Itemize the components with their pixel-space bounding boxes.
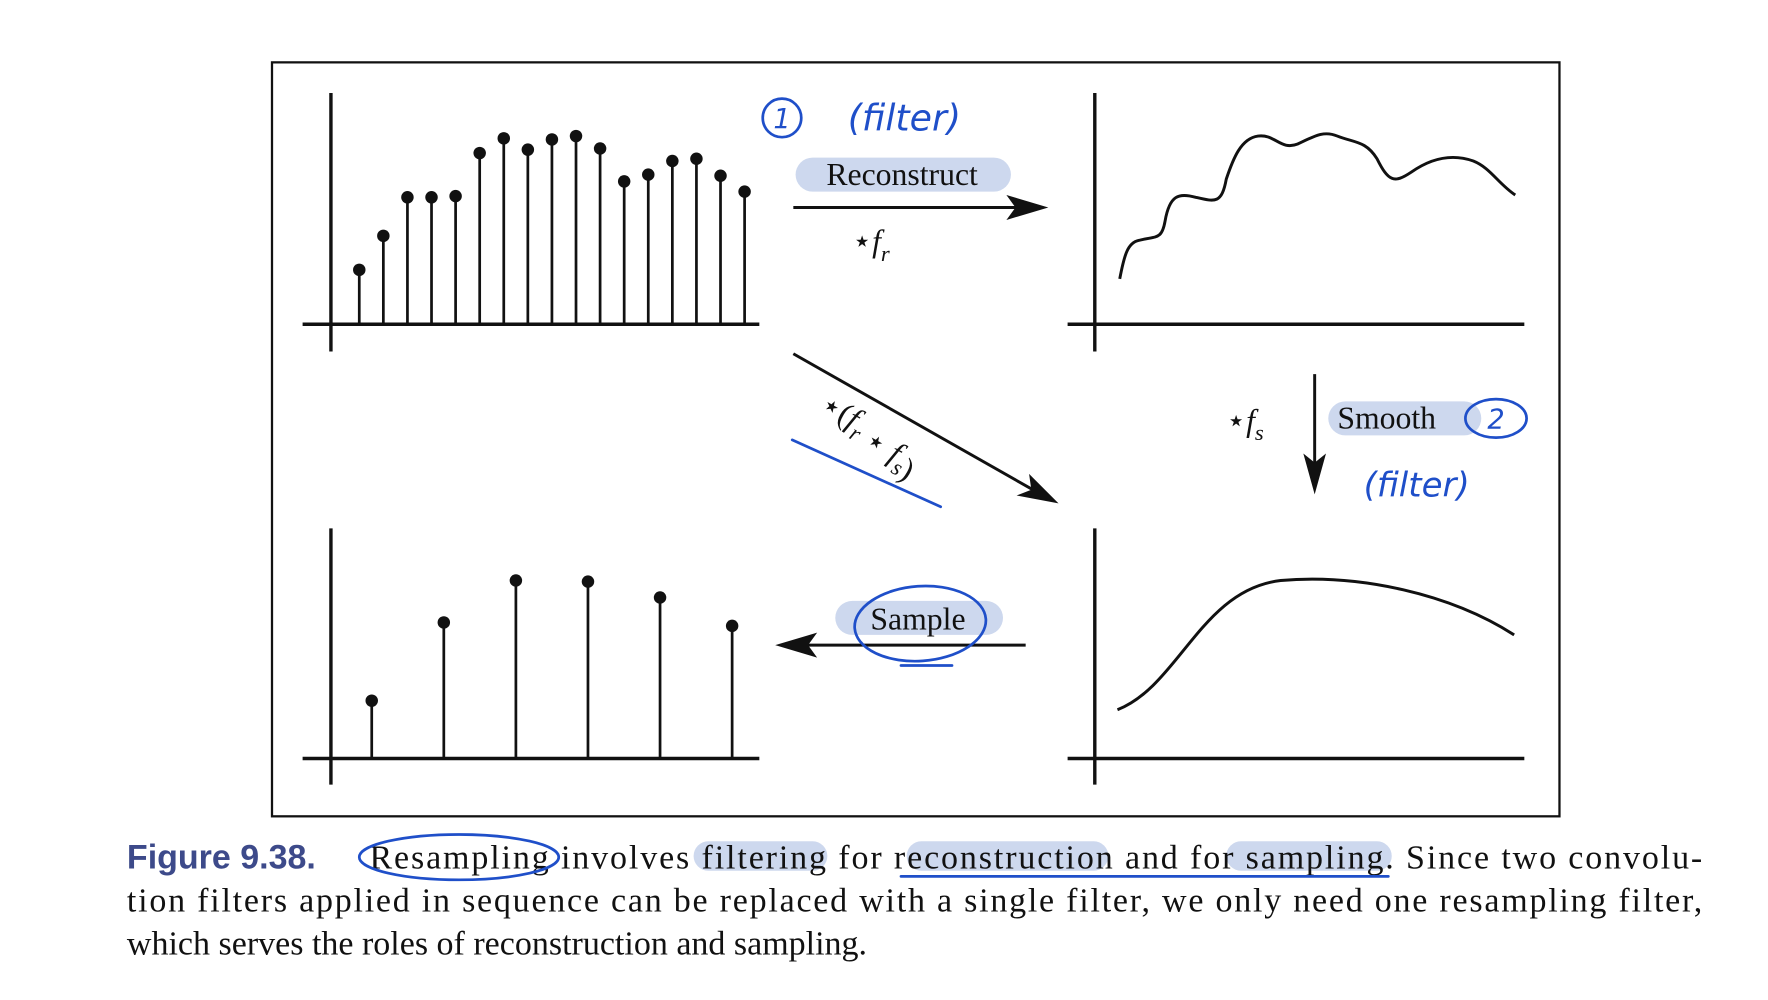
- pen-circle: [1464, 397, 1528, 440]
- arrow-label: Reconstruct: [826, 157, 978, 192]
- caption-line: which serves the roles of reconstruction…: [127, 926, 867, 963]
- formula-part: s: [1255, 420, 1264, 445]
- stem-dot: [642, 168, 655, 181]
- stem-dot: [521, 143, 535, 156]
- caption-segment: filtering: [702, 839, 827, 876]
- arrow-head: [1303, 453, 1326, 495]
- handwritten-note: 2: [1487, 405, 1504, 436]
- stem-dot: [353, 263, 366, 277]
- formula-part: ⋆: [852, 224, 872, 259]
- stem-dot: [365, 694, 378, 707]
- stem-dot: [449, 189, 462, 203]
- caption-segment: reconstruction: [894, 839, 1113, 876]
- caption-label: Figure 9.38.: [127, 838, 316, 876]
- caption-segment: involves: [551, 839, 700, 876]
- handwritten-note: (filter): [848, 96, 961, 139]
- pen-circle: [853, 584, 988, 663]
- arrow-head: [775, 632, 818, 658]
- formula-part: r: [881, 241, 890, 266]
- highlight: [795, 157, 1011, 192]
- formula-part: ⋆: [1226, 403, 1246, 438]
- formula: ⋆(fr ⋆ fs): [806, 386, 930, 487]
- highlight: [693, 841, 828, 871]
- stem-dot: [738, 185, 751, 198]
- pen-underline: [790, 438, 943, 509]
- caption-segment: . Since two convolu-: [1385, 839, 1702, 876]
- stem-dot: [725, 619, 739, 633]
- caption-segment: for: [828, 839, 892, 876]
- stem-dot: [690, 152, 703, 165]
- reconstructed-curve: [1118, 132, 1517, 280]
- highlight: [1226, 841, 1392, 871]
- arrow-label: Smooth: [1337, 401, 1436, 436]
- stem-dot: [497, 132, 510, 145]
- highlight: [835, 600, 1003, 635]
- handwritten-note: 1: [773, 104, 790, 135]
- stem-dot: [473, 146, 486, 160]
- stem-dot: [666, 154, 679, 168]
- arrow-label: Sample: [870, 601, 965, 636]
- highlight: [1328, 401, 1482, 436]
- formula: ⋆fr: [852, 224, 890, 266]
- stem-dot: [653, 591, 667, 604]
- plots: [302, 92, 1525, 785]
- stem-dot: [545, 133, 559, 146]
- pen-circle: [357, 833, 561, 882]
- stem-dot: [593, 142, 607, 155]
- stem-dot: [569, 129, 583, 143]
- caption-line: tion filters applied in sequence can be …: [127, 883, 1702, 920]
- formula: ⋆fs: [1226, 403, 1264, 445]
- stem-dot: [509, 574, 523, 587]
- stem-dot: [425, 191, 438, 204]
- smoothed-curve: [1116, 577, 1515, 712]
- stem-dot: [377, 229, 390, 243]
- stem-dot: [581, 575, 595, 588]
- stem-dot: [437, 616, 451, 629]
- stem-dot: [617, 175, 631, 188]
- arrow-line: [792, 352, 1038, 494]
- handwritten-note: (filter): [1364, 466, 1470, 506]
- stem-dot: [401, 191, 414, 204]
- figure-frame: [270, 61, 1561, 818]
- caption-segment: Resampling: [369, 839, 548, 876]
- caption-segment: and for: [1115, 839, 1244, 876]
- caption-line: Resampling involves filtering for recons…: [369, 839, 1702, 876]
- pen-circle: [761, 97, 803, 139]
- highlight: [906, 841, 1109, 871]
- arrow-head: [1006, 195, 1049, 220]
- arrow-head: [1016, 473, 1059, 504]
- stem-dot: [714, 169, 727, 182]
- caption-segment: sampling: [1246, 839, 1384, 876]
